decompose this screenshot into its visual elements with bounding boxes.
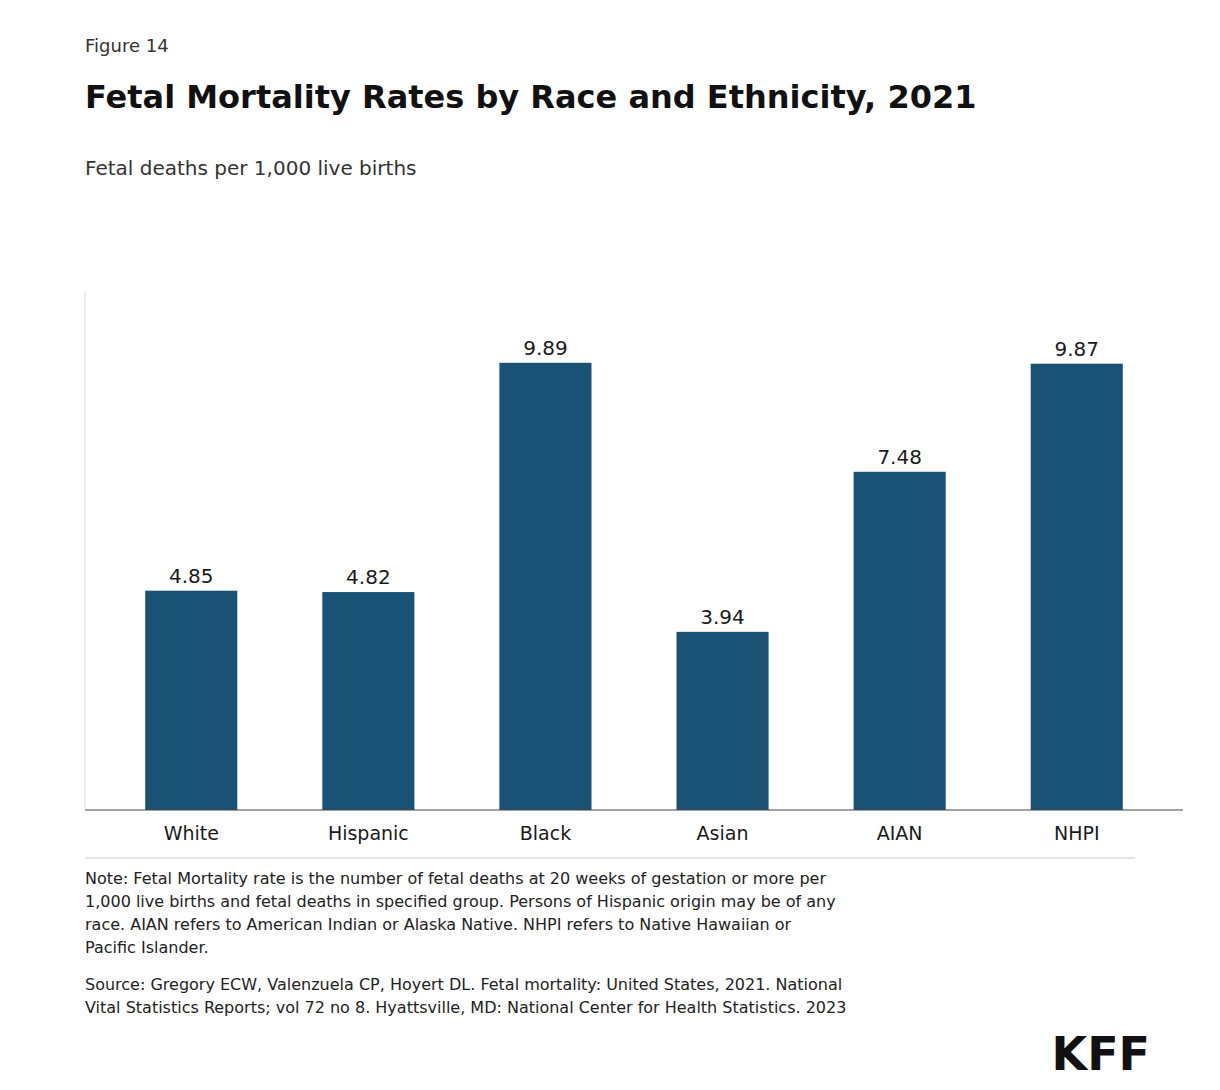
subtitle: Fetal deaths per 1,000 live births — [85, 156, 417, 180]
figure-label: Figure 14 — [85, 35, 169, 56]
x-axis-line — [85, 809, 1183, 810]
data-label: 7.48 — [877, 445, 922, 469]
background — [0, 0, 1220, 1090]
x-tick-label: Hispanic — [328, 822, 409, 844]
source: Source: Gregory ECW, Valenzuela CP, Hoye… — [85, 975, 846, 1017]
bar — [677, 632, 769, 810]
bar — [1031, 364, 1123, 810]
chart: Figure 14 Fetal Mortality Rates by Race a… — [0, 0, 1220, 1090]
credit: KFF — [1052, 1027, 1151, 1081]
bar — [322, 592, 414, 810]
x-tick-label: NHPI — [1054, 822, 1100, 844]
x-tick-label: Asian — [697, 822, 749, 844]
bars — [145, 363, 1123, 810]
data-label: 9.87 — [1054, 337, 1099, 361]
bar — [145, 591, 237, 810]
title: Fetal Mortality Rates by Race and Ethnic… — [85, 78, 976, 116]
y-axis-line — [85, 290, 86, 810]
data-label: 9.89 — [523, 336, 568, 360]
note: Note: Fetal Mortality rate is the number… — [85, 869, 836, 957]
data-label: 3.94 — [700, 605, 745, 629]
data-label: 4.82 — [346, 565, 391, 589]
x-tick-label: White — [164, 822, 219, 844]
data-labels: 4.85 4.82 9.89 3.94 7.48 9.87 — [169, 336, 1099, 629]
data-label: 4.85 — [169, 564, 214, 588]
x-tick-label: AIAN — [877, 822, 923, 844]
x-tick-label: Black — [520, 822, 571, 844]
bar — [854, 472, 946, 810]
separator — [85, 858, 1135, 859]
bar — [499, 363, 591, 810]
